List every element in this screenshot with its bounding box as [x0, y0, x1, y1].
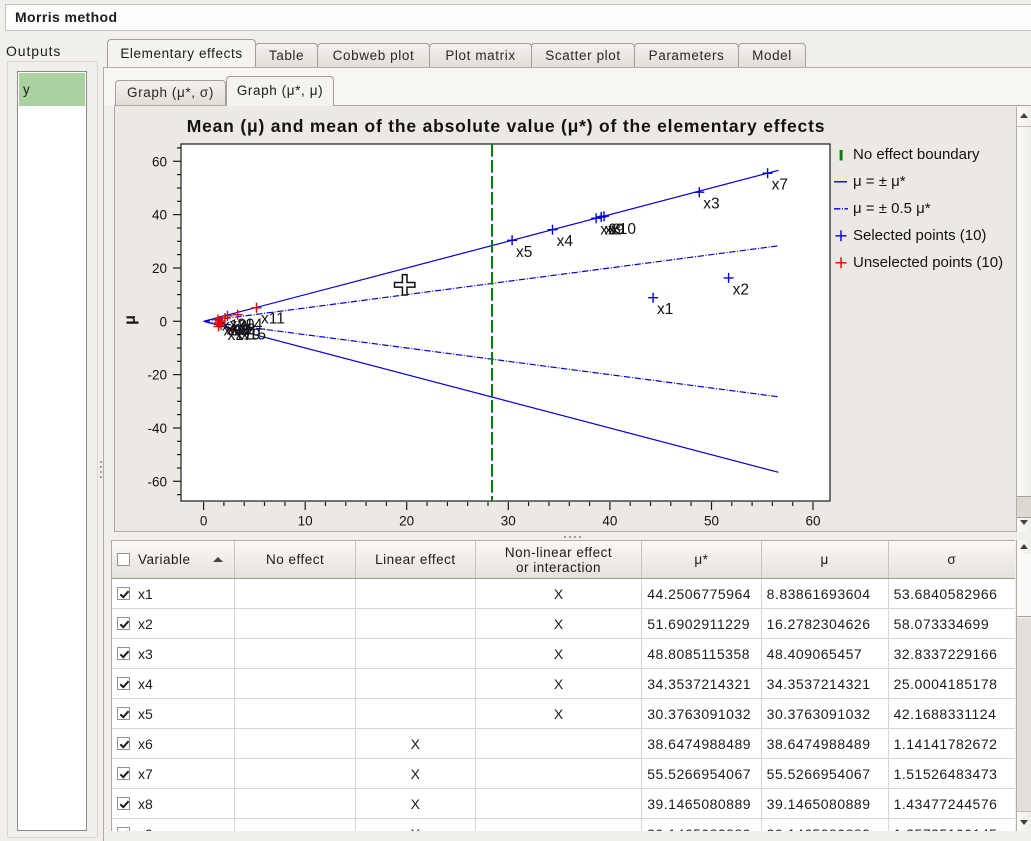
svg-text:-20: -20	[147, 368, 167, 383]
svg-text:μ: μ	[122, 315, 139, 325]
svg-text:x6: x6	[600, 222, 616, 239]
svg-text:x4: x4	[557, 233, 574, 250]
svg-text:x10: x10	[611, 221, 636, 238]
svg-text:x1: x1	[657, 301, 673, 318]
svg-text:Selected points (10): Selected points (10)	[853, 227, 986, 244]
svg-text:x3: x3	[703, 196, 719, 213]
svg-text:60: 60	[805, 514, 820, 529]
svg-text:40: 40	[152, 208, 167, 223]
svg-text:x13: x13	[224, 323, 249, 340]
svg-text:x11: x11	[261, 311, 285, 328]
svg-text:50: 50	[704, 514, 719, 529]
svg-text:x8: x8	[605, 222, 621, 239]
svg-text:x15: x15	[241, 327, 266, 344]
svg-text:x14: x14	[238, 317, 263, 334]
svg-text:0: 0	[159, 314, 167, 329]
svg-text:x17: x17	[228, 327, 253, 344]
svg-text:-40: -40	[147, 421, 167, 436]
svg-text:μ = ± 0.5 μ*: μ = ± 0.5 μ*	[853, 200, 931, 217]
svg-text:μ = ± μ*: μ = ± μ*	[853, 173, 906, 190]
svg-text:-60: -60	[147, 474, 167, 489]
svg-text:x18: x18	[231, 322, 256, 339]
svg-text:40: 40	[602, 514, 617, 529]
svg-text:x2: x2	[733, 281, 749, 298]
svg-text:x7: x7	[772, 177, 788, 194]
svg-text:Unselected points (10): Unselected points (10)	[853, 254, 1003, 271]
svg-text:x9: x9	[608, 222, 624, 239]
svg-text:Mean (μ) and mean of the absol: Mean (μ) and mean of the absolute value …	[187, 116, 826, 136]
svg-text:x19: x19	[236, 327, 261, 344]
svg-text:0: 0	[200, 514, 208, 529]
svg-text:x12: x12	[222, 318, 247, 335]
svg-text:10: 10	[298, 514, 313, 529]
svg-text:x16: x16	[227, 322, 252, 339]
svg-text:No effect boundary: No effect boundary	[853, 146, 980, 163]
svg-text:60: 60	[152, 154, 167, 169]
svg-text:20: 20	[152, 261, 167, 276]
svg-text:20: 20	[399, 514, 414, 529]
svg-text:x20: x20	[230, 317, 255, 334]
svg-text:x5: x5	[516, 244, 532, 261]
svg-text:30: 30	[501, 514, 516, 529]
